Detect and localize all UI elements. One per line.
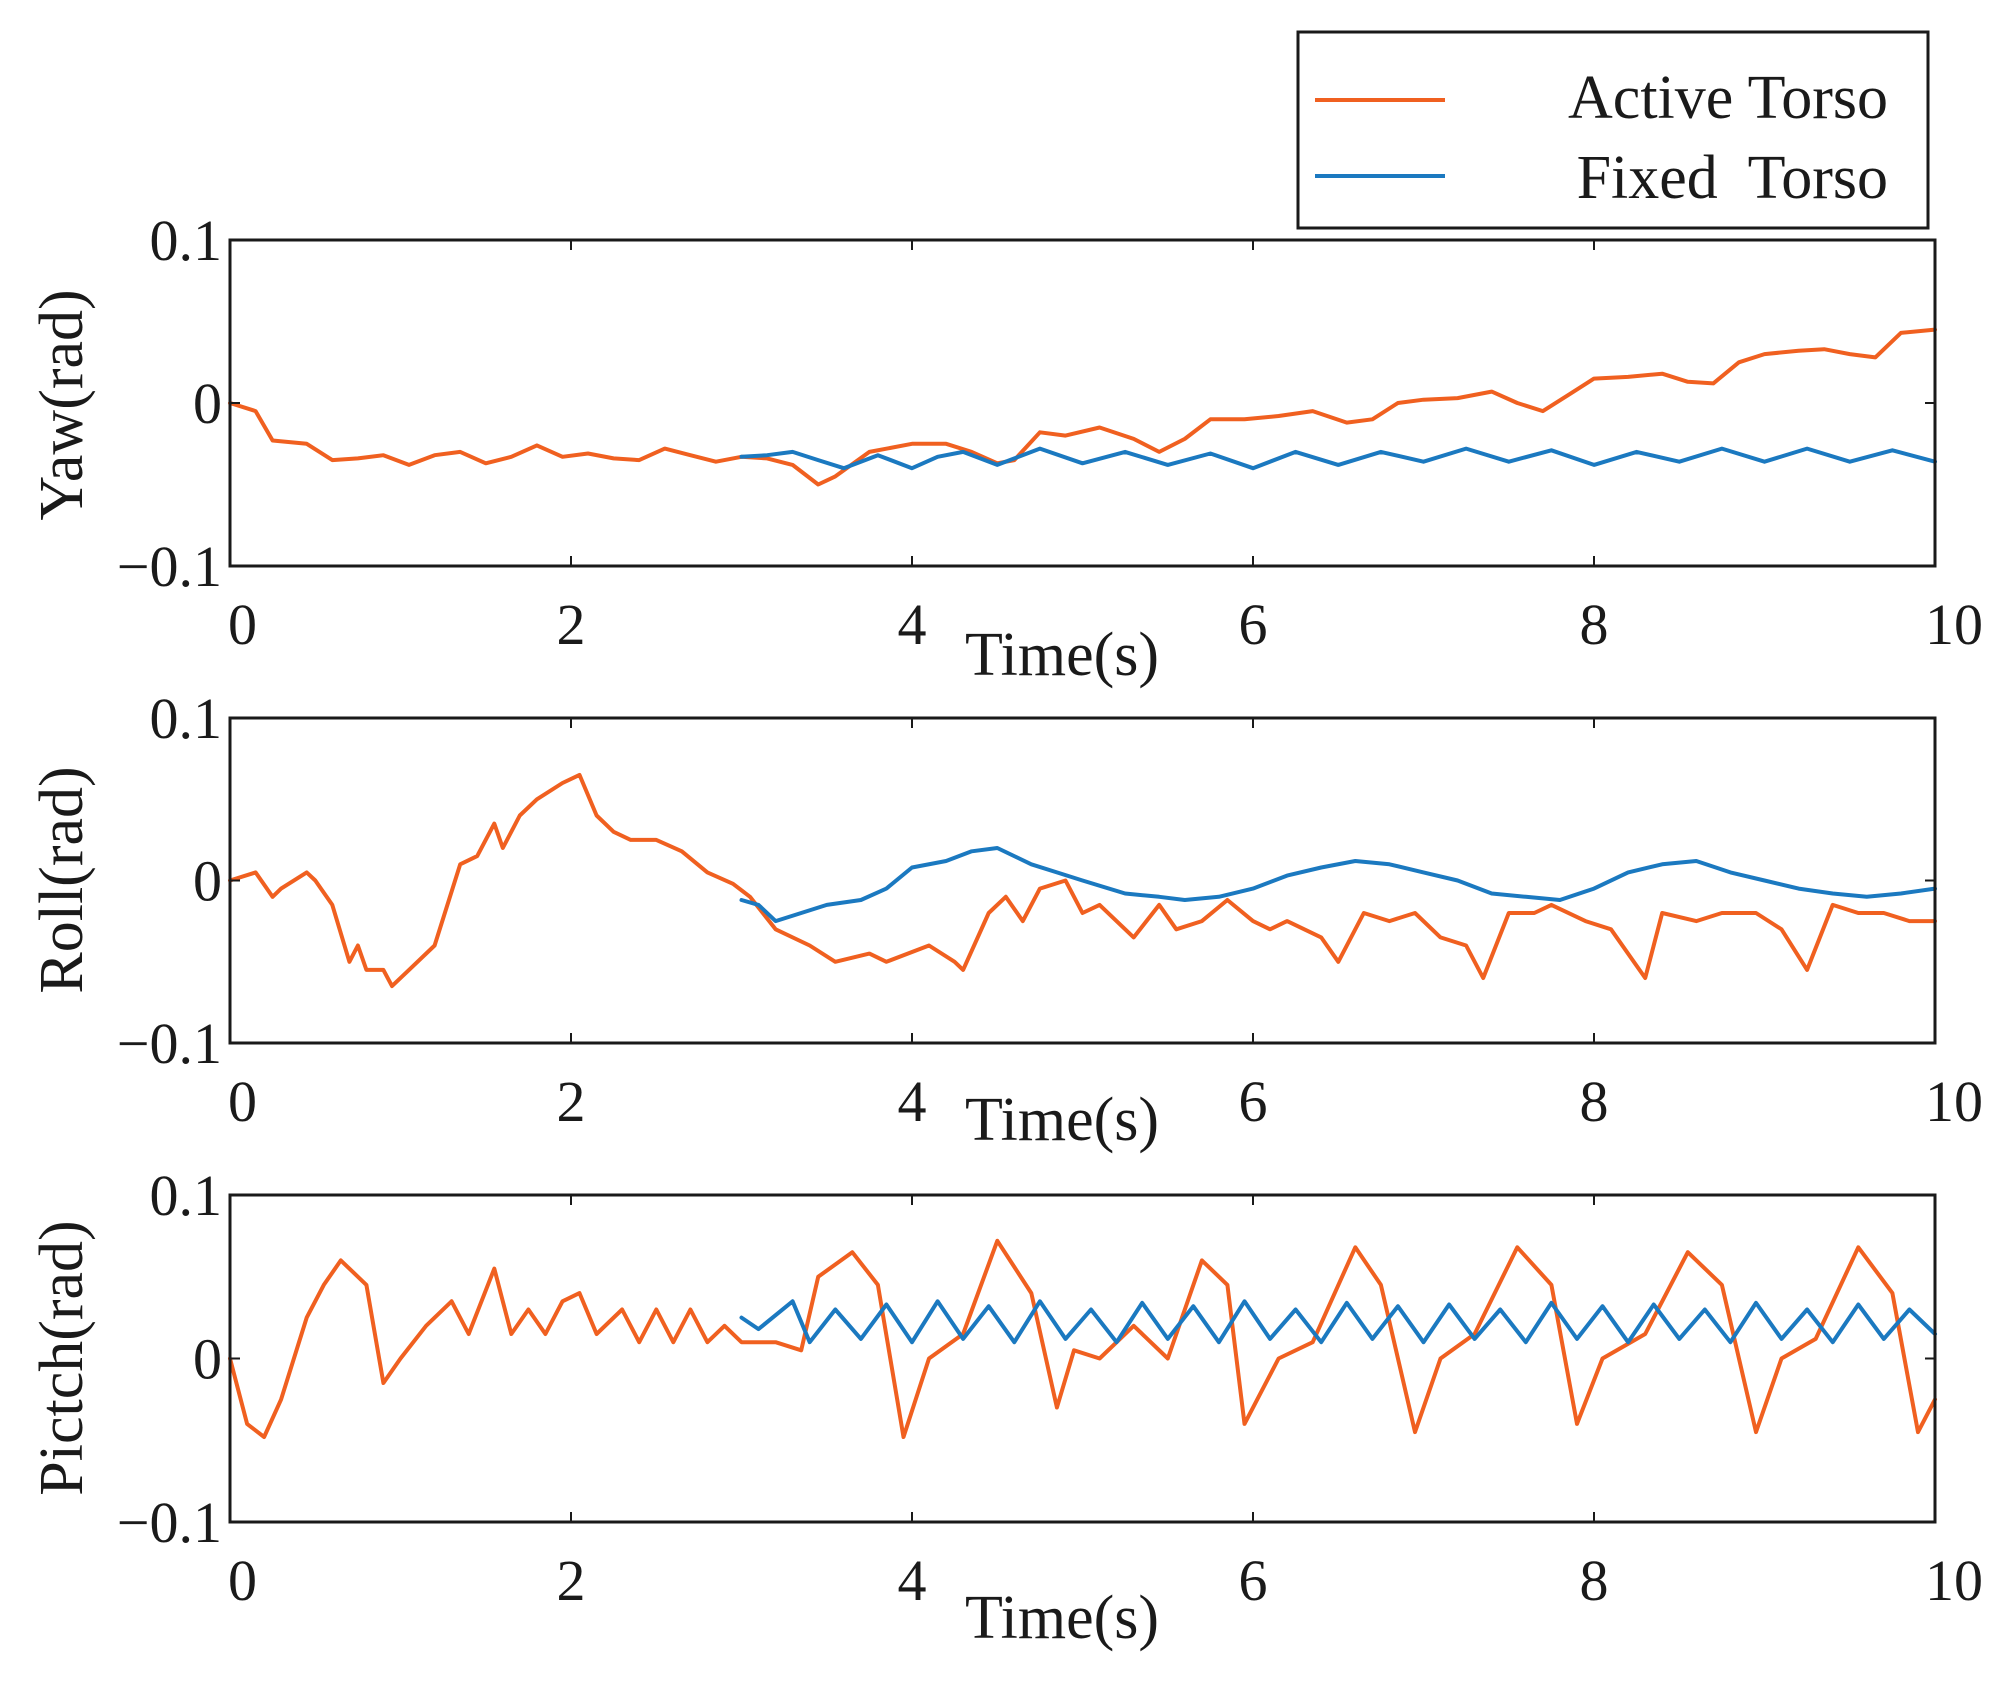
- roll-series-layer: [228, 772, 1937, 989]
- roll-xtick-label: 8: [1580, 1069, 1609, 1134]
- pitch-ytick-label: 0: [193, 1327, 222, 1392]
- roll-ytick-label: 0.1: [150, 686, 223, 751]
- roll-ytick-label: 0: [193, 849, 222, 914]
- plot-frame-yaw: [228, 238, 1937, 568]
- xlabel-yaw: Time(s): [965, 621, 1159, 689]
- yaw-ticks-layer: 0 2 4 6 8 10−0.100.1: [117, 208, 1983, 657]
- yaw-xtick-label: 6: [1239, 592, 1268, 657]
- pitch-ticks-layer: 0 2 4 6 8 10−0.100.1: [117, 1163, 1983, 1613]
- legend: Active Torso Fixed Torso: [1296, 30, 1930, 230]
- yaw-series-layer: [228, 327, 1937, 487]
- pitch-xtick-label: 10: [1925, 1548, 1983, 1613]
- yaw-xtick-label: 2: [557, 592, 586, 657]
- roll-series-fixed-torso: [739, 846, 1937, 924]
- pitch-series-active-torso: [228, 1238, 1937, 1439]
- ylabel-pitch: Pictch(rad): [28, 1220, 96, 1495]
- pitch-ytick-label: −0.1: [117, 1490, 222, 1555]
- roll-xtick-label: 4: [898, 1069, 927, 1134]
- pitch-xtick-label: 6: [1239, 1548, 1268, 1613]
- legend-box: [1296, 30, 1930, 230]
- yaw-xtick-label: 10: [1925, 592, 1983, 657]
- plot-frame-pitch: [228, 1193, 1937, 1524]
- yaw-ytick-label: −0.1: [117, 534, 222, 599]
- pitch-xtick-label: 0: [228, 1548, 257, 1613]
- pitch-xtick-label: 4: [898, 1548, 927, 1613]
- panel-pitch: Pictch(rad) 0 2 4 6 8 10−0.100.1 Time(s): [28, 1163, 1983, 1652]
- yaw-xtick-label: 8: [1580, 592, 1609, 657]
- roll-xtick-label: 2: [557, 1069, 586, 1134]
- roll-xtick-label: 10: [1925, 1069, 1983, 1134]
- pitch-series-layer: [228, 1238, 1937, 1439]
- legend-label-active-torso: Active Torso: [1568, 64, 1888, 132]
- yaw-xtick-label: 4: [898, 592, 927, 657]
- pitch-series-fixed-torso: [739, 1299, 1937, 1345]
- yaw-series-active-torso: [228, 327, 1937, 487]
- pitch-xtick-label: 8: [1580, 1548, 1609, 1613]
- roll-xtick-label: 0: [228, 1069, 257, 1134]
- roll-xtick-label: 6: [1239, 1069, 1268, 1134]
- yaw-ytick-label: 0: [193, 371, 222, 436]
- yaw-series-fixed-torso: [739, 446, 1937, 471]
- pitch-ytick-label: 0.1: [150, 1163, 223, 1228]
- roll-series-active-torso: [228, 772, 1937, 989]
- yaw-xtick-label: 0: [228, 592, 257, 657]
- ylabel-roll: Roll(rad): [28, 766, 96, 993]
- roll-ytick-label: −0.1: [117, 1011, 222, 1076]
- panel-roll: Roll(rad) 0 2 4 6 8 10−0.100.1 Time(s): [28, 686, 1983, 1154]
- panel-yaw: Yaw(rad) 0 2 4 6 8 10−0.100.1 Time(s): [28, 208, 1983, 689]
- xlabel-pitch: Time(s): [965, 1584, 1159, 1652]
- pitch-xtick-label: 2: [557, 1548, 586, 1613]
- ylabel-yaw: Yaw(rad): [28, 289, 96, 520]
- xlabel-roll: Time(s): [965, 1086, 1159, 1154]
- yaw-ytick-label: 0.1: [150, 208, 223, 273]
- roll-ticks-layer: 0 2 4 6 8 10−0.100.1: [117, 686, 1983, 1134]
- legend-label-fixed-torso: Fixed Torso: [1577, 144, 1888, 212]
